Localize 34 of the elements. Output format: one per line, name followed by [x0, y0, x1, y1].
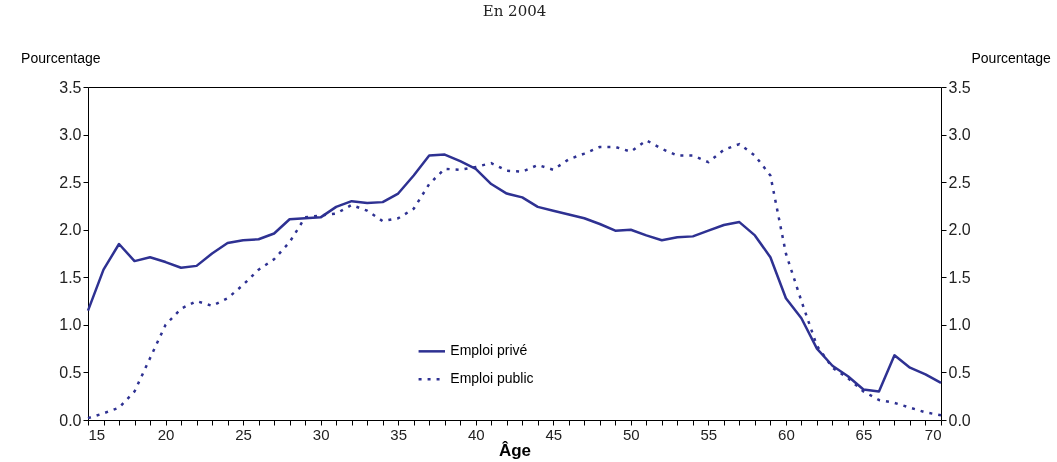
y2-tick-label: 3.5 [948, 78, 971, 96]
y-axis-title: Pourcentage [21, 49, 101, 66]
chart-subtitle: En 2004 [482, 2, 547, 20]
y2-tick-label: 2.0 [948, 221, 971, 239]
y-tick-label: 0.0 [59, 411, 82, 429]
legend-label: Emploi privé [450, 342, 528, 359]
y2-tick-label: 1.5 [948, 268, 971, 286]
x-tick-label: 30 [312, 425, 330, 443]
x-tick-label: 50 [622, 425, 640, 443]
y2-tick-label: 3.0 [948, 126, 971, 144]
x-tick-label: 15 [88, 425, 106, 443]
x-tick-label: 35 [390, 425, 408, 443]
x-tick-label: 45 [545, 425, 563, 443]
x-tick-label: 40 [467, 425, 485, 443]
x-tick-label: 55 [700, 425, 718, 443]
y2-axis-title: Pourcentage [971, 49, 1052, 66]
x-tick-label: 20 [157, 425, 175, 443]
x-tick-label: 65 [855, 425, 873, 443]
y-tick-label: 0.5 [59, 363, 82, 381]
y-tick-label: 2.0 [59, 221, 82, 239]
x-tick-label: 25 [235, 425, 252, 443]
y2-tick-label: 1.0 [948, 316, 971, 334]
x-axis-title: Âge [498, 440, 532, 460]
x-tick-label: 70 [924, 425, 942, 443]
y-tick-label: 1.0 [59, 316, 82, 334]
y-tick-label: 1.5 [59, 268, 82, 286]
y-tick-label: 2.5 [59, 173, 82, 191]
y2-tick-label: 0.5 [948, 363, 971, 381]
y-tick-label: 3.0 [59, 126, 82, 144]
y-tick-label: 3.5 [59, 78, 82, 96]
legend-label: Emploi public [450, 370, 534, 387]
y2-tick-label: 0.0 [948, 411, 971, 429]
x-tick-label: 60 [778, 425, 795, 443]
y2-tick-label: 2.5 [948, 173, 971, 191]
